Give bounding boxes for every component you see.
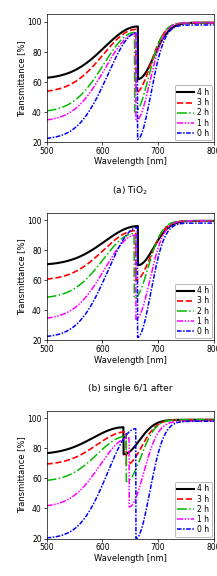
X-axis label: Wavelength [nm]: Wavelength [nm]	[94, 355, 167, 365]
X-axis label: Wavelength [nm]: Wavelength [nm]	[94, 157, 167, 166]
Y-axis label: Transmittance [%]: Transmittance [%]	[17, 436, 26, 513]
Legend: 4 h, 3 h, 2 h, 1 h, 0 h: 4 h, 3 h, 2 h, 1 h, 0 h	[174, 283, 212, 339]
Title: (a) TiO$_2$: (a) TiO$_2$	[112, 184, 148, 196]
Title: (b) single 6/1 after: (b) single 6/1 after	[88, 384, 173, 393]
Legend: 4 h, 3 h, 2 h, 1 h, 0 h: 4 h, 3 h, 2 h, 1 h, 0 h	[174, 482, 212, 537]
Y-axis label: Transmittance [%]: Transmittance [%]	[17, 238, 26, 315]
Y-axis label: Transmittance [%]: Transmittance [%]	[17, 40, 26, 117]
X-axis label: Wavelength [nm]: Wavelength [nm]	[94, 554, 167, 563]
Legend: 4 h, 3 h, 2 h, 1 h, 0 h: 4 h, 3 h, 2 h, 1 h, 0 h	[174, 85, 212, 141]
